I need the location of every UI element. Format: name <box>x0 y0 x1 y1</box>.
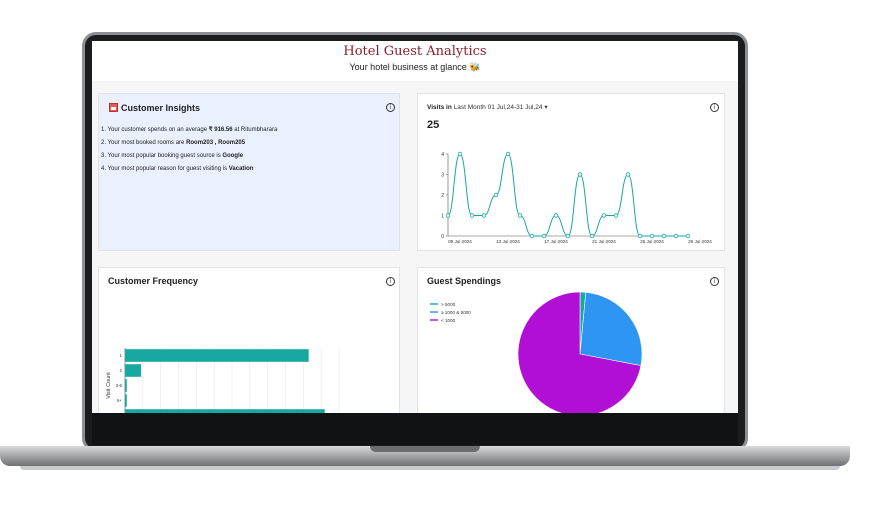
visits-point <box>457 151 463 157</box>
customer-frequency-title: Customer Frequency <box>108 276 199 286</box>
visits-series-line <box>447 153 688 237</box>
y-axis-label: Visit Count <box>106 372 112 399</box>
info-icon[interactable]: i <box>710 277 719 286</box>
y-tick-label: 3-5 <box>116 383 123 388</box>
frequency-bar <box>125 394 127 407</box>
info-icon[interactable]: i <box>386 277 395 286</box>
insight-line: 2. Your most booked rooms are Room203 , … <box>101 140 246 146</box>
visits-point <box>637 233 643 239</box>
visits-point <box>469 213 475 218</box>
visits-point <box>529 233 535 239</box>
visits-point <box>685 233 691 239</box>
page-subtitle: Your hotel business at glance 🐝 <box>349 62 481 72</box>
legend-label: < 1000 <box>441 318 456 323</box>
dashboard-screen: Hotel Guest Analytics Your hotel busines… <box>92 41 738 413</box>
insights-list: 1. Your customer spends on an average ₹ … <box>101 124 277 176</box>
y-tick-label: 6+ <box>117 398 122 403</box>
spendings-pie-chart: > 5000 ≥ 1000 & 5000 < 1000 <box>430 291 643 413</box>
calendar-icon <box>109 103 118 112</box>
visits-point <box>445 213 451 218</box>
y-tick-label: 0 <box>441 234 444 240</box>
dashboard-header: Hotel Guest Analytics Your hotel busines… <box>92 41 738 81</box>
frequency-bar <box>125 409 325 413</box>
chevron-down-icon: ▾ <box>544 104 548 111</box>
customer-insights-title: Customer Insights <box>109 103 200 113</box>
info-icon[interactable]: i <box>710 103 719 112</box>
laptop-base <box>0 446 850 466</box>
guest-spendings-title: Guest Spendings <box>427 276 502 286</box>
laptop-shadow <box>20 466 840 470</box>
visits-point <box>493 192 499 198</box>
visits-card: Visits in Last Month 01 Jul,24-31 Jul,24… <box>417 93 725 251</box>
visits-point <box>541 233 547 239</box>
visits-point <box>517 213 523 218</box>
pie-slice <box>517 291 642 413</box>
guest-spendings-card: Guest Spendings i > 5000 ≥ 1000 & 5000 < 1… <box>417 267 725 413</box>
visits-count: 25 <box>427 119 440 131</box>
insight-line: 3. Your most popular booking guest sourc… <box>101 153 244 159</box>
y-tick-label: 2 <box>441 193 444 199</box>
visits-point <box>589 233 595 239</box>
insight-line: 1. Your customer spends on an average ₹ … <box>101 127 278 133</box>
x-tick-label: 17 Jul 2024 <box>544 239 568 244</box>
customer-frequency-card: Customer Frequency i 0102030405060708090… <box>98 267 400 413</box>
visits-point <box>613 213 619 218</box>
x-tick-label: 29 Jul 2024 <box>688 239 712 244</box>
frequency-bar <box>125 379 127 392</box>
frequency-bar-chart: 0102030405060708090100110120123-56+total… <box>106 348 340 413</box>
legend-label: ≥ 1000 & 5000 <box>441 310 471 315</box>
visits-point <box>505 151 511 157</box>
visits-point <box>649 233 655 239</box>
customer-insights-card: Customer Insights i 1. Your customer spe… <box>98 93 400 251</box>
frequency-bar <box>125 349 309 362</box>
page-title: Hotel Guest Analytics <box>343 44 487 59</box>
y-tick-label: 2 <box>120 368 123 373</box>
bee-icon: 🐝 <box>469 62 481 72</box>
visits-point <box>565 233 571 239</box>
laptop-notch <box>370 446 480 452</box>
visits-point <box>625 172 631 177</box>
visits-line-chart: 0 1 2 3 4 09 Jul 2024 13 Jul 2024 17 Jul 2024 21… <box>441 151 712 244</box>
x-tick-label: 25 Jul 2024 <box>640 239 664 244</box>
visits-point <box>481 213 487 218</box>
y-tick-label: 3 <box>441 173 444 179</box>
y-tick-label: 1 <box>441 214 444 220</box>
pie-slice <box>579 291 643 366</box>
x-tick-label: 21 Jul 2024 <box>592 239 616 244</box>
visits-point <box>577 172 583 177</box>
screen-bezel <box>92 413 738 445</box>
frequency-bar <box>125 364 142 377</box>
insight-line: 4. Your most popular reason for guest vi… <box>101 166 254 172</box>
x-tick-label: 13 Jul 2024 <box>496 239 520 244</box>
y-tick-label: 4 <box>441 152 444 158</box>
visits-point <box>673 233 679 239</box>
info-icon[interactable]: i <box>386 103 395 112</box>
visits-point <box>661 233 667 239</box>
x-tick-label: 09 Jul 2024 <box>448 239 472 244</box>
visits-range-dropdown[interactable]: Visits in Last Month 01 Jul,24-31 Jul,24… <box>427 104 548 111</box>
y-tick-label: 1 <box>120 353 123 358</box>
legend-label: > 5000 <box>441 302 456 307</box>
visits-point <box>553 213 559 218</box>
visits-point <box>601 213 607 218</box>
